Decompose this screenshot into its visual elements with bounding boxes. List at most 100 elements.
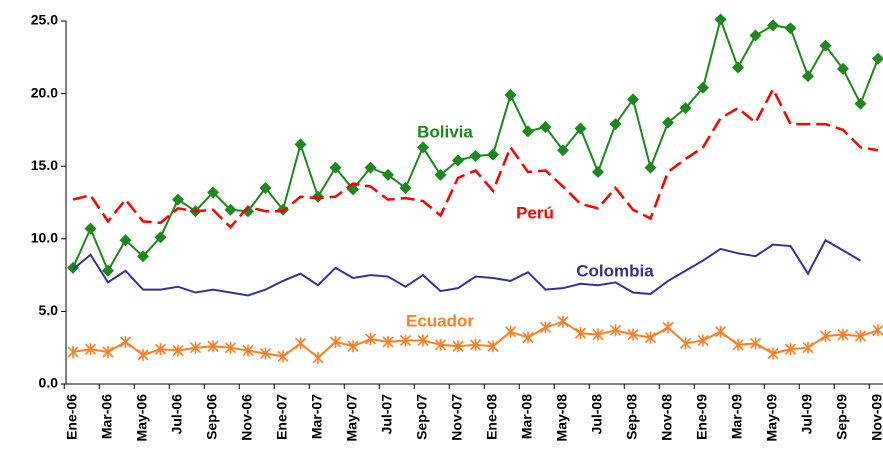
marker [627,328,639,341]
x-tick-label: Mar-09 [729,394,745,439]
marker [609,118,622,131]
marker [854,330,867,343]
x-tick-label: Ene-09 [694,394,710,440]
marker [277,350,289,363]
marker [644,161,657,174]
y-tick-label: 25.0 [31,12,58,28]
marker [207,186,219,199]
series-line [72,16,879,274]
x-tick-label: Mar-06 [99,394,115,439]
x-tick-label: May-09 [764,394,780,442]
x-tick-label: Ene-07 [274,394,290,440]
marker [644,331,657,344]
marker [749,29,762,42]
marker [784,343,797,356]
marker [872,324,883,337]
marker [714,325,727,338]
marker [399,181,412,194]
x-tick-label: May-07 [344,394,360,442]
marker [469,150,482,163]
marker [662,321,674,334]
marker [364,332,377,345]
series-line [72,86,879,230]
series-label: Bolivia [417,122,473,141]
marker [819,330,832,343]
marker [189,341,202,354]
marker [592,328,604,341]
marker [224,203,237,216]
x-tick-label: Sep-07 [414,394,430,440]
marker [137,250,149,263]
marker [399,334,412,347]
marker [242,205,254,218]
x-tick-label: Ene-06 [64,394,80,440]
marker [259,181,272,194]
marker [84,343,97,356]
marker [679,102,692,115]
marker [329,161,342,174]
marker [539,321,552,334]
x-tick-label: Sep-09 [834,394,850,440]
marker [767,347,779,360]
marker [522,331,534,344]
marker [854,97,867,110]
marker [242,344,254,357]
marker [697,81,709,94]
marker [574,327,587,340]
marker [119,234,132,247]
series-label: Colombia [576,261,654,280]
x-tick-label: Sep-06 [204,394,220,440]
y-tick-label: 5.0 [39,302,59,318]
marker [837,328,849,341]
marker [469,338,482,351]
marker [504,89,517,102]
marker [592,166,604,179]
marker [434,338,447,351]
marker [382,168,394,181]
marker [627,93,639,106]
marker [294,337,307,350]
marker [732,61,744,74]
marker [732,338,744,351]
marker [574,122,587,135]
marker [207,340,219,353]
marker [382,335,394,348]
marker [522,125,534,138]
marker [119,335,132,348]
marker [137,348,149,361]
marker [557,144,569,157]
marker [172,193,184,206]
x-tick-label: Nov-06 [239,394,255,441]
marker [364,161,377,174]
marker [487,340,499,353]
marker [259,347,272,360]
marker [347,340,359,353]
marker [102,346,114,359]
series-label: Perú [516,203,554,222]
x-tick-label: May-08 [554,394,570,442]
marker [557,315,569,328]
marker [784,22,797,35]
marker [294,138,307,151]
marker [102,264,114,277]
marker [679,337,692,350]
x-tick-label: Sep-08 [624,394,640,440]
marker [872,52,883,65]
series-line [72,238,862,297]
marker [329,335,342,348]
marker [224,341,237,354]
marker [452,154,464,167]
x-tick-label: Jul-09 [799,394,815,435]
x-tick-label: Jul-07 [379,394,395,435]
series-label: Ecuador [406,311,474,330]
marker [84,222,97,235]
marker [417,334,429,347]
marker [312,351,324,364]
marker [434,168,447,181]
marker [837,62,849,75]
marker [312,190,324,203]
marker [714,13,727,26]
marker [802,341,814,354]
y-tick-label: 15.0 [31,157,58,173]
